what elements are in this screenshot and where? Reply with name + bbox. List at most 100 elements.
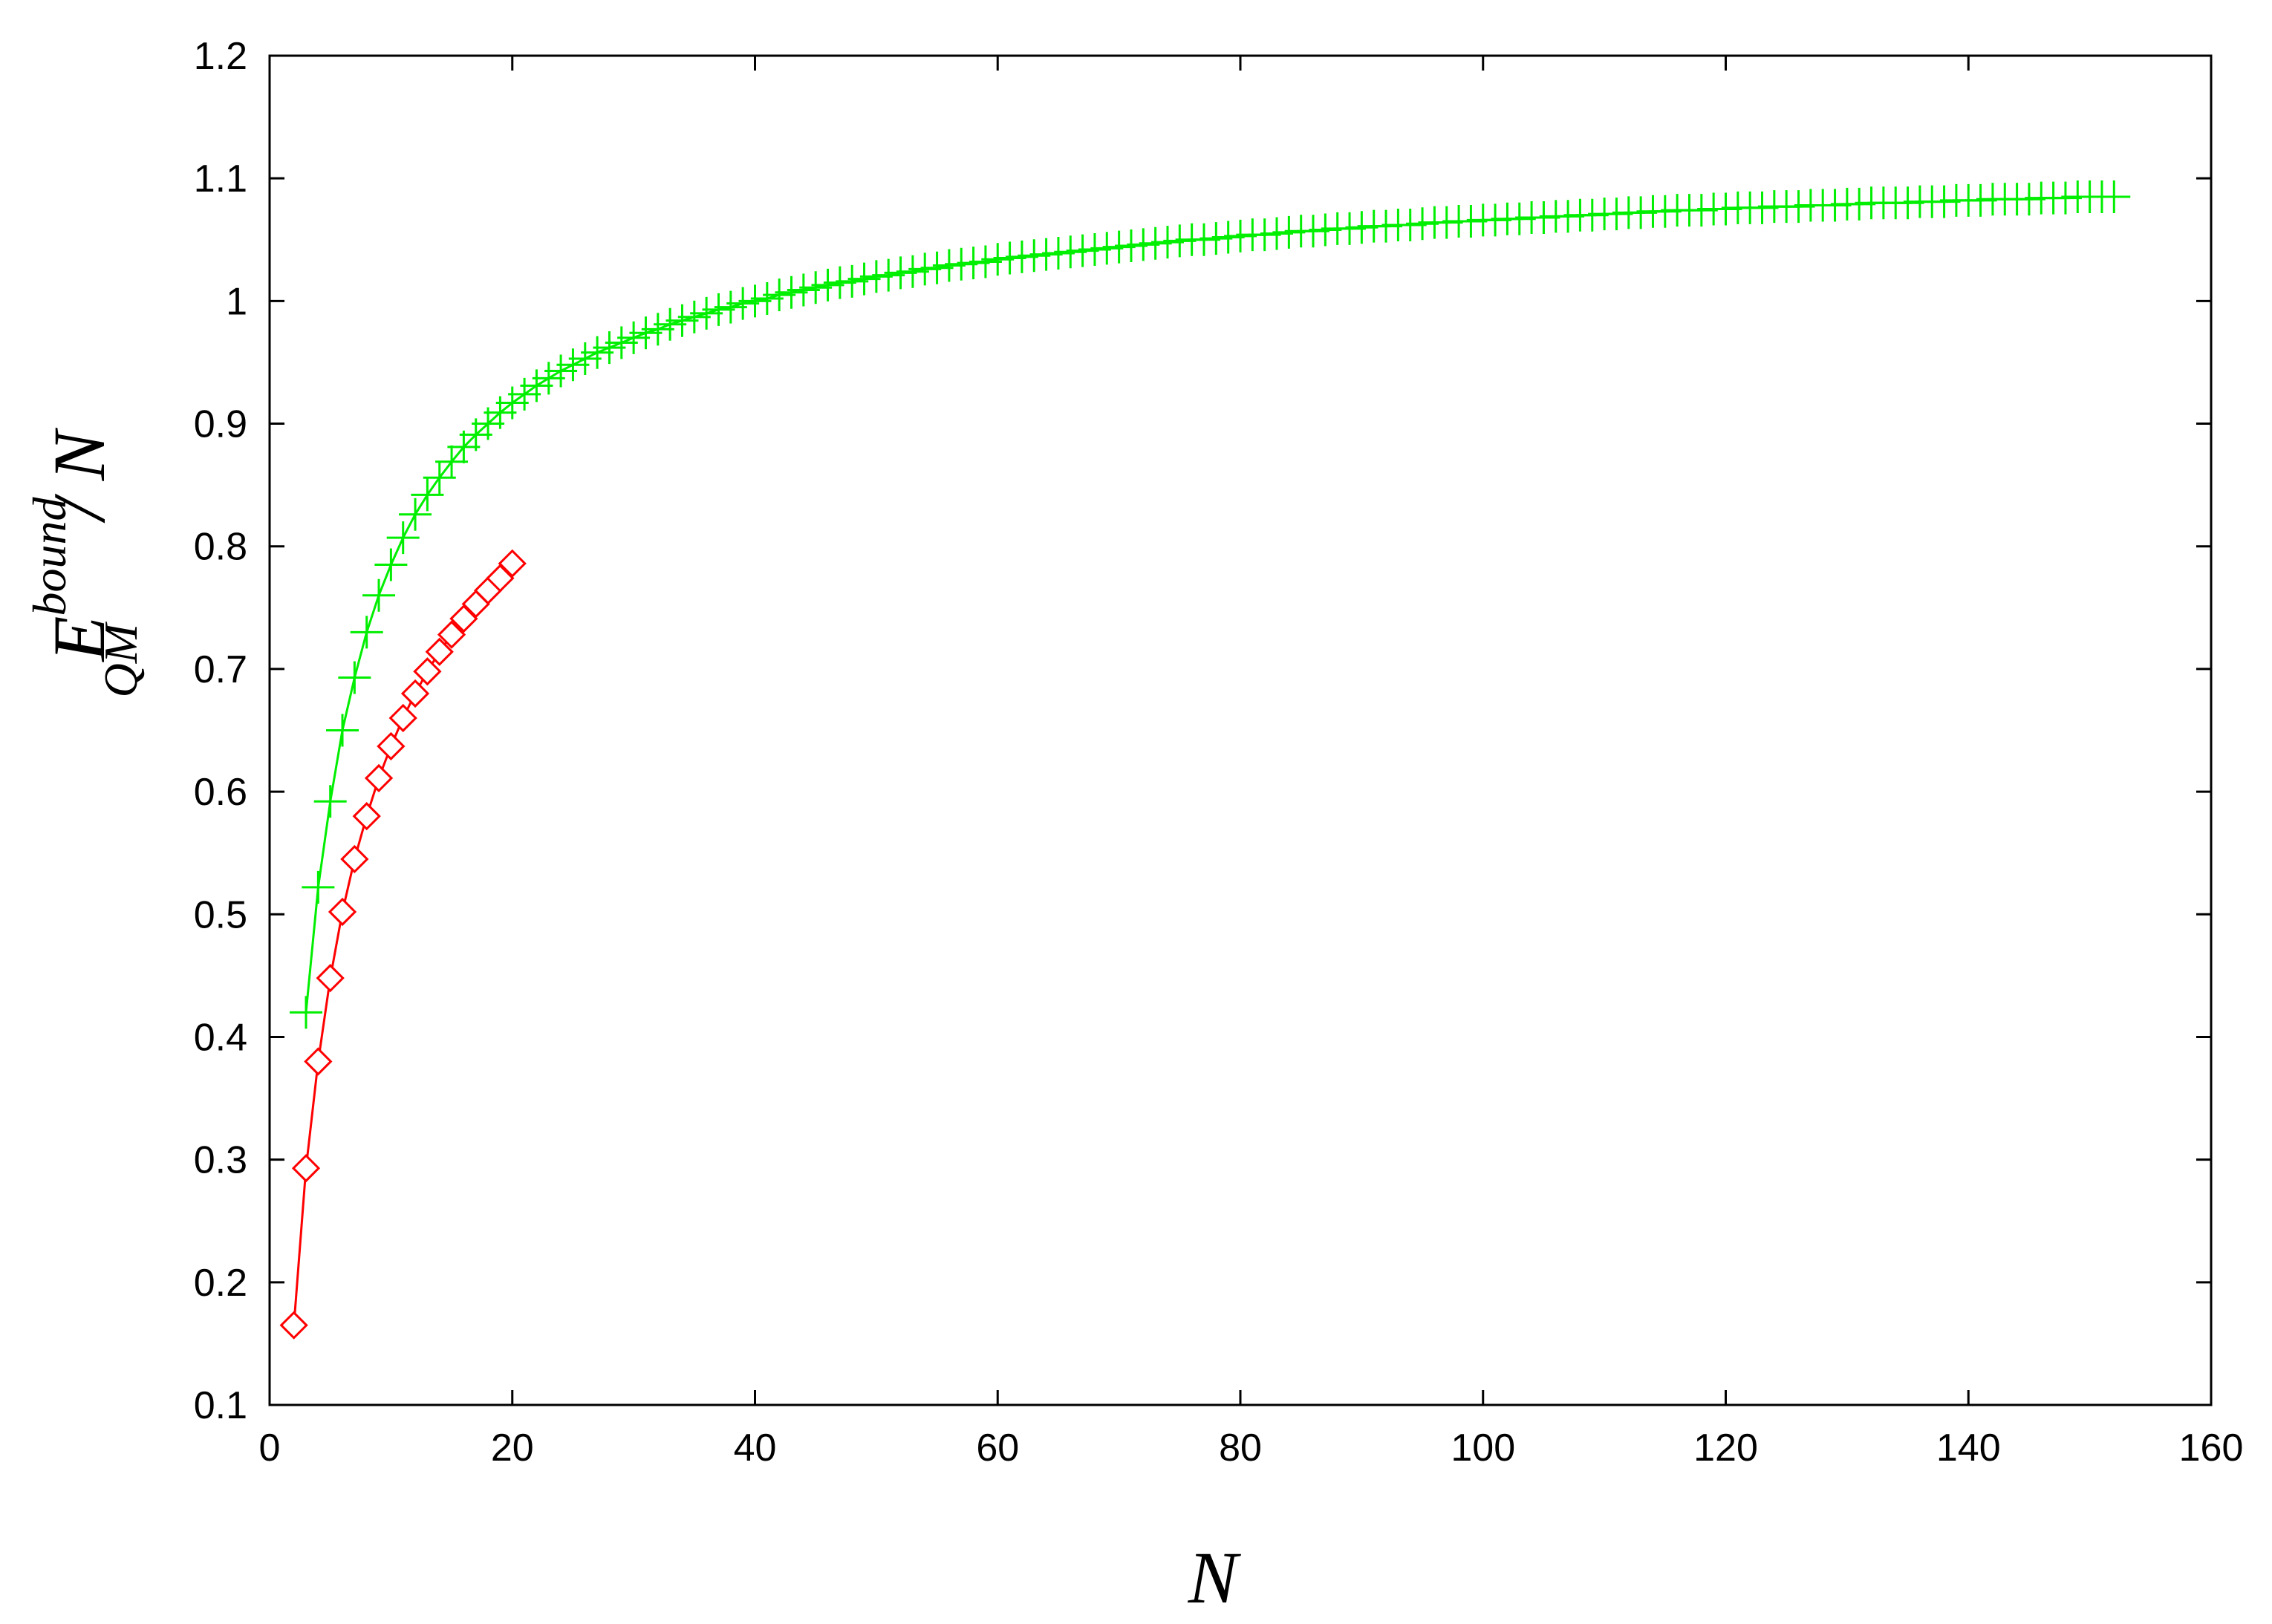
data-point bbox=[811, 268, 844, 301]
data-point bbox=[1102, 230, 1136, 264]
data-point bbox=[1552, 200, 1585, 233]
data-point bbox=[896, 255, 929, 288]
data-point bbox=[316, 964, 345, 993]
data-point bbox=[1964, 183, 1997, 217]
data-point bbox=[1041, 236, 1075, 270]
data-point bbox=[1685, 194, 1718, 227]
data-point bbox=[2048, 181, 2082, 215]
data-point bbox=[1333, 212, 1367, 245]
data-point bbox=[411, 478, 444, 512]
y-tick-labels: 0.1 0.2 0.3 0.4 0.5 0.6 0.7 0.8 0.9 1 1.1 1.2 bbox=[194, 35, 247, 1427]
data-point bbox=[352, 802, 381, 831]
data-point bbox=[763, 278, 796, 312]
y-tick-label: 1.1 bbox=[194, 157, 247, 200]
x-tick-labels: 0 20 40 60 80 100 120 140 160 bbox=[259, 1426, 2244, 1470]
data-point bbox=[532, 362, 565, 395]
data-point bbox=[1503, 202, 1536, 235]
data-point bbox=[787, 273, 820, 307]
data-point bbox=[313, 785, 347, 818]
data-point bbox=[1782, 190, 1815, 224]
data-point bbox=[957, 247, 990, 280]
data-point bbox=[1843, 187, 1876, 221]
data-point bbox=[1224, 219, 1257, 252]
svg-text:EboundQM/ N: Ebound QM / N bbox=[23, 427, 147, 697]
x-tick-label: 120 bbox=[1693, 1426, 1758, 1470]
data-point bbox=[1454, 204, 1488, 238]
data-point bbox=[290, 996, 323, 1029]
data-point bbox=[1479, 203, 1512, 237]
data-point bbox=[520, 369, 553, 402]
data-point bbox=[1078, 232, 1111, 266]
data-point bbox=[399, 498, 432, 531]
y-tick-label: 0.9 bbox=[194, 403, 247, 446]
data-point bbox=[326, 714, 359, 747]
data-point bbox=[1624, 196, 1658, 229]
data-point bbox=[1260, 217, 1294, 250]
y-tick-label: 0.5 bbox=[194, 893, 247, 936]
data-point bbox=[2097, 180, 2131, 213]
y-axis-label-subscript: QM bbox=[94, 621, 147, 697]
data-point bbox=[1709, 192, 1742, 226]
data-point bbox=[969, 245, 1002, 278]
data-point bbox=[617, 321, 651, 354]
data-point bbox=[447, 430, 481, 463]
data-point bbox=[279, 1311, 308, 1340]
data-point bbox=[1139, 226, 1172, 260]
data-point bbox=[1187, 223, 1220, 256]
data-point bbox=[884, 256, 917, 290]
data-point bbox=[302, 870, 335, 904]
data-point bbox=[1297, 215, 1330, 248]
data-point bbox=[1163, 224, 1197, 258]
data-point bbox=[374, 548, 408, 581]
data-point bbox=[1818, 189, 1852, 222]
data-point bbox=[364, 763, 394, 793]
data-point bbox=[908, 252, 942, 286]
data-point bbox=[1393, 208, 1427, 241]
data-point bbox=[304, 1047, 333, 1076]
data-point bbox=[836, 264, 869, 298]
series-1 bbox=[279, 549, 527, 1340]
data-point bbox=[1066, 234, 1099, 267]
data-point bbox=[1600, 198, 1633, 231]
series-0 bbox=[290, 180, 2131, 1029]
data-point bbox=[437, 620, 466, 649]
data-point bbox=[1927, 185, 1961, 218]
data-point bbox=[377, 731, 406, 761]
data-point bbox=[1029, 238, 1063, 271]
x-tick-label: 160 bbox=[2179, 1426, 2244, 1470]
data-point bbox=[775, 275, 808, 309]
x-tick-label: 140 bbox=[1936, 1426, 2001, 1470]
data-point bbox=[859, 260, 893, 293]
data-point bbox=[423, 461, 456, 495]
data-point bbox=[291, 1154, 321, 1183]
data-point bbox=[872, 258, 905, 292]
data-point bbox=[1211, 221, 1245, 254]
x-tick-label: 100 bbox=[1451, 1426, 1515, 1470]
y-axis-label-base: E bbox=[38, 616, 120, 663]
data-point bbox=[605, 326, 638, 359]
data-point bbox=[726, 287, 760, 320]
data-point bbox=[750, 282, 784, 316]
data-point bbox=[581, 336, 614, 369]
data-point bbox=[556, 348, 590, 382]
y-tick-label: 0.6 bbox=[194, 771, 247, 814]
data-point bbox=[486, 564, 515, 593]
data-point bbox=[1150, 226, 1184, 259]
data-point bbox=[2012, 183, 2045, 216]
y-tick-label: 0.4 bbox=[194, 1016, 247, 1059]
data-point bbox=[400, 679, 430, 708]
data-point bbox=[823, 266, 856, 299]
y-tick-label: 0.1 bbox=[194, 1384, 247, 1427]
x-tick-label: 60 bbox=[976, 1426, 1019, 1470]
data-point bbox=[388, 703, 417, 733]
y-axis-label-superscript: bound bbox=[23, 497, 76, 616]
data-point bbox=[362, 578, 396, 612]
data-point bbox=[568, 342, 602, 375]
data-point bbox=[738, 284, 772, 318]
data-point bbox=[1430, 206, 1463, 239]
data-point bbox=[386, 521, 420, 555]
data-point bbox=[654, 307, 687, 341]
data-point bbox=[350, 616, 383, 649]
y-axis-label: Ebound QM / N bbox=[23, 427, 147, 697]
